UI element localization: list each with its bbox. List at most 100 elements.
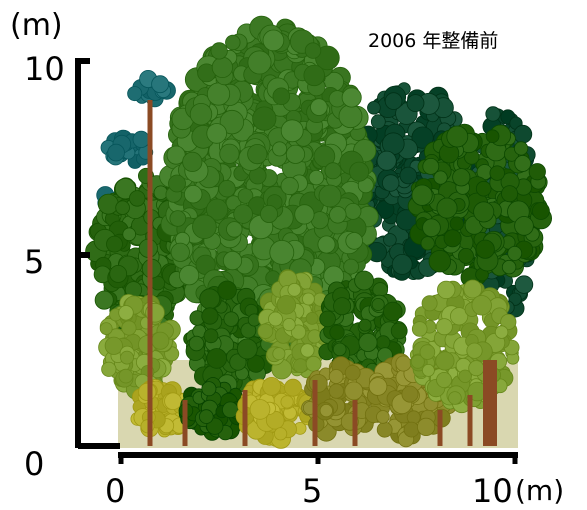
leaf-cluster <box>226 221 243 238</box>
leaf-cluster <box>206 82 231 106</box>
tree-trunks <box>147 100 497 446</box>
leaf-cluster <box>170 242 190 262</box>
leaf-cluster <box>262 29 285 52</box>
leaf-cluster <box>332 342 347 357</box>
leaf-cluster <box>319 310 336 328</box>
leaf-cluster <box>276 295 297 315</box>
leaf-cluster <box>513 141 529 156</box>
leaf-cluster <box>494 325 509 339</box>
leaf-cluster <box>403 421 420 438</box>
leaf-cluster <box>128 190 146 207</box>
leaf-cluster <box>217 280 237 301</box>
leaf-cluster <box>168 174 186 193</box>
leaf-cluster <box>384 92 403 110</box>
leaf-cluster <box>229 353 247 371</box>
leaf-cluster <box>344 381 364 401</box>
leaf-cluster <box>318 184 342 208</box>
leaf-cluster <box>104 336 123 355</box>
leaf-cluster <box>189 102 213 126</box>
y-axis-unit: (m) <box>10 8 63 43</box>
leaf-cluster <box>500 313 517 330</box>
leaf-cluster <box>203 328 219 344</box>
leaf-cluster <box>304 42 322 59</box>
leaf-cluster <box>406 94 425 112</box>
leaf-cluster <box>338 104 363 129</box>
leaf-cluster <box>225 34 241 51</box>
tree-trunk <box>182 400 188 446</box>
leaf-cluster <box>501 185 519 203</box>
leaf-cluster <box>310 98 328 116</box>
leaf-cluster <box>528 163 546 181</box>
leaf-cluster <box>182 151 203 172</box>
leaf-cluster <box>421 363 435 377</box>
leaf-cluster <box>333 297 352 316</box>
leaf-cluster <box>307 329 322 344</box>
leaf-cluster <box>99 322 113 336</box>
leaf-cluster <box>249 399 271 420</box>
leaf-cluster <box>169 210 187 227</box>
leaf-cluster <box>376 421 393 438</box>
leaf-cluster <box>466 342 483 359</box>
leaf-cluster <box>313 145 336 168</box>
leaf-cluster <box>272 87 291 106</box>
leaf-cluster <box>206 348 228 369</box>
leaf-cluster <box>473 201 495 223</box>
leaf-cluster <box>233 204 253 224</box>
tree-trunk <box>352 400 358 446</box>
leaf-cluster <box>328 369 344 384</box>
tree-trunk <box>483 360 497 446</box>
leaf-cluster <box>324 162 342 180</box>
leaf-cluster <box>420 236 435 251</box>
leaf-cluster <box>106 235 123 253</box>
leaf-cluster <box>280 119 304 143</box>
leaf-cluster <box>449 307 469 326</box>
leaf-cluster <box>422 157 440 175</box>
leaf-cluster <box>532 202 550 220</box>
leaf-cluster <box>341 87 362 108</box>
leaf-cluster <box>192 214 217 240</box>
leaf-cluster <box>94 290 114 310</box>
leaf-cluster <box>368 377 388 396</box>
leaf-cluster <box>201 307 219 325</box>
leaf-cluster <box>115 200 130 216</box>
leaf-cluster <box>382 174 400 192</box>
leaf-cluster <box>308 169 325 186</box>
leaf-cluster <box>252 106 277 131</box>
leaf-cluster <box>118 368 134 384</box>
leaf-cluster <box>290 324 307 340</box>
x-tick-label-5: 5 <box>302 472 323 510</box>
leaf-cluster <box>199 288 221 310</box>
y-tick-label-10: 10 <box>24 50 65 88</box>
leaf-cluster <box>132 130 150 148</box>
leaf-cluster <box>303 64 325 87</box>
leaf-cluster <box>383 301 403 322</box>
leaf-cluster <box>371 297 385 311</box>
leaf-cluster <box>471 295 492 316</box>
tree-trunk <box>437 410 443 446</box>
leaf-cluster <box>317 235 336 254</box>
leaf-cluster <box>199 409 214 424</box>
leaf-cluster <box>443 229 462 248</box>
leaf-cluster <box>268 311 283 327</box>
leaf-cluster <box>188 335 205 352</box>
leaf-cluster <box>463 279 483 299</box>
leaf-cluster <box>300 343 315 358</box>
leaf-cluster <box>138 382 157 401</box>
leaf-cluster <box>308 373 328 393</box>
leaf-cluster <box>285 144 306 164</box>
leaf-cluster <box>329 324 345 340</box>
leaf-cluster <box>421 295 438 312</box>
leaf-cluster <box>422 218 441 238</box>
leaf-cluster <box>107 143 125 162</box>
leaf-cluster <box>401 385 419 403</box>
leaf-cluster <box>428 250 452 273</box>
leaf-cluster <box>219 143 240 164</box>
leaf-cluster <box>344 364 361 381</box>
leaf-cluster <box>514 275 534 294</box>
leaf-cluster <box>201 381 217 397</box>
tree-trunk <box>147 100 153 446</box>
leaf-cluster <box>293 358 308 374</box>
leaf-cluster <box>305 355 322 372</box>
leaf-cluster <box>448 391 462 405</box>
leaf-cluster <box>485 106 501 122</box>
